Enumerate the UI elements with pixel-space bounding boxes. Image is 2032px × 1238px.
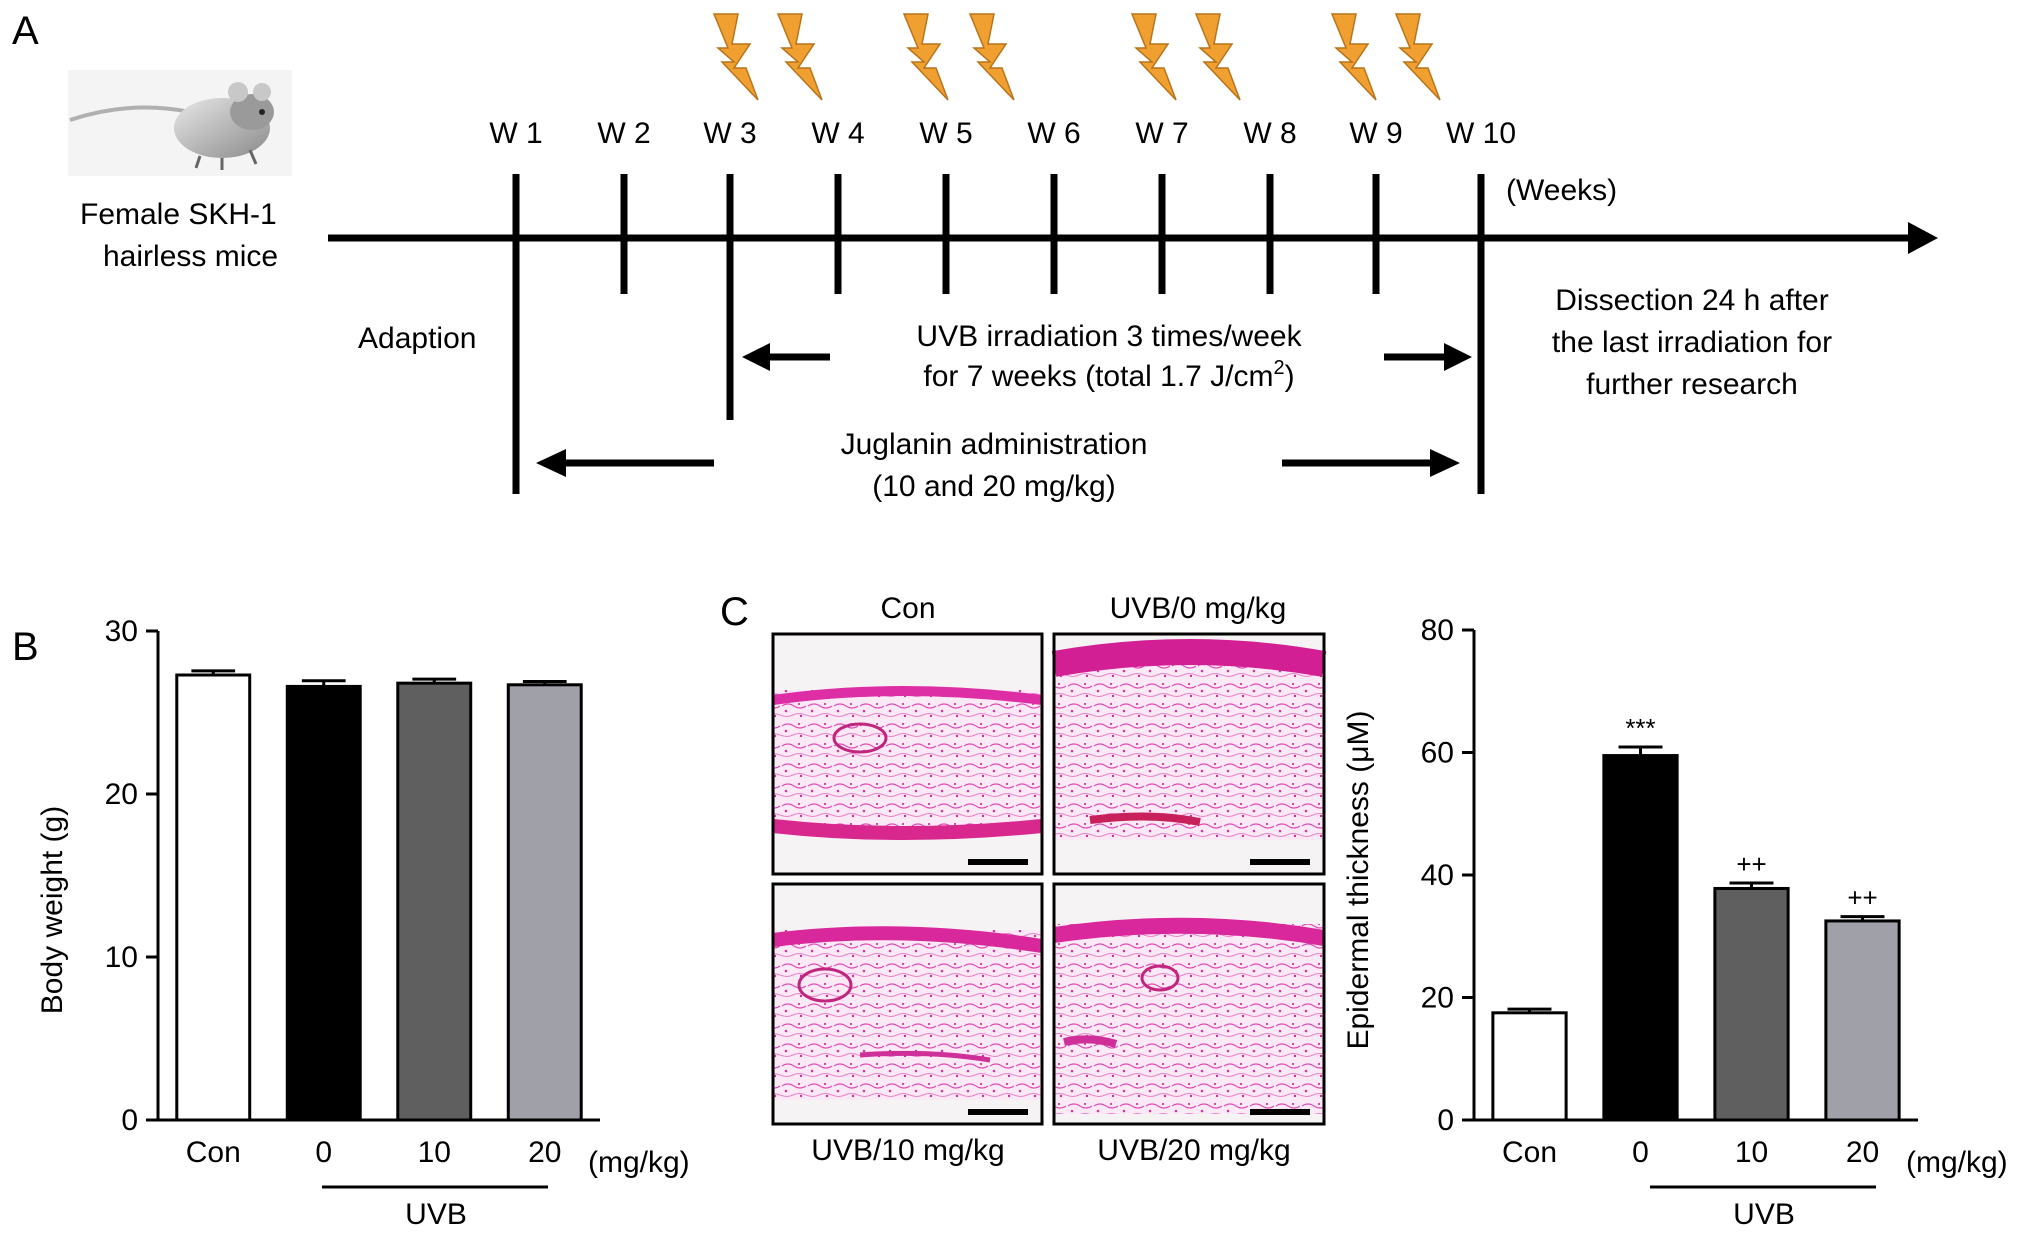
chart-c-significance-label: ++ <box>1736 849 1766 879</box>
chart-b-bar-10 <box>396 681 473 1122</box>
panel-b-label: B <box>12 625 39 669</box>
chart-c-group-label: UVB <box>1733 1198 1795 1231</box>
lightning-bolt-shape <box>1394 13 1441 101</box>
uvb-text-line-2: for 7 weeks (total 1.7 J/cm2) <box>923 357 1294 393</box>
lightning-bolt-icon <box>1330 13 1377 101</box>
juglanin-text-line-2: (10 and 20 mg/kg) <box>872 470 1115 503</box>
lightning-bolt-icon <box>1394 13 1441 101</box>
weeks-unit-label: (Weeks) <box>1506 174 1617 207</box>
chart-b-y-tick-label: 30 <box>105 615 138 648</box>
juglanin-text-line-1: Juglanin administration <box>841 428 1148 461</box>
week-label-5: W 5 <box>919 117 972 150</box>
panel-a: A Female SKH-1 hairless mice W 1 W 2 W 3 W … <box>12 9 1938 503</box>
lightning-bolt-shape <box>968 13 1015 101</box>
lightning-bolt-icon <box>776 13 823 101</box>
week-label-9: W 9 <box>1349 117 1402 150</box>
panel-b: B Body weight (g) 0 10 20 30 Con 0 10 20 (mg/kg… <box>12 615 690 1231</box>
micro-label-con: Con <box>880 592 935 625</box>
chart-b-bar-0 <box>285 684 362 1122</box>
uvb-arrowhead-right <box>1444 343 1472 371</box>
week-label-7: W 7 <box>1135 117 1188 150</box>
micro-label-uvb20: UVB/20 mg/kg <box>1097 1134 1290 1167</box>
chart-c-x-tick-label: Con <box>1502 1136 1557 1169</box>
dissection-line-2: the last irradiation for <box>1552 326 1832 359</box>
panel-c: C Con UVB/0 mg/kg UVB/10 mg/kg UVB/20 mg… <box>720 590 2008 1231</box>
week-label-10: W 10 <box>1446 117 1516 150</box>
lightning-bolt-shape <box>1330 13 1377 101</box>
lightning-bolt-shape <box>1130 13 1177 101</box>
lightning-bolt-shape <box>712 13 759 101</box>
chart-b-x-tick-label: Con <box>186 1136 241 1169</box>
micrograph-uvb20 <box>1052 882 1326 1126</box>
micro-label-uvb0: UVB/0 mg/kg <box>1110 592 1287 625</box>
chart-b-x-tick-label: 20 <box>528 1136 561 1169</box>
chart-c-y-tick-label: 80 <box>1421 614 1454 647</box>
week-label-2: W 2 <box>597 117 650 150</box>
micro-label-uvb10: UVB/10 mg/kg <box>811 1134 1004 1167</box>
chart-c-unit-label: (mg/kg) <box>1906 1146 2008 1179</box>
chart-b-y-tick-label: 10 <box>105 941 138 974</box>
chart-c-bar-20 <box>1824 919 1901 1122</box>
chart-b-y-tick-label: 20 <box>105 778 138 811</box>
mice-label-line-2: hairless mice <box>103 240 278 273</box>
lightning-bolt-icon <box>968 13 1015 101</box>
chart-c-bar-0 <box>1602 754 1679 1122</box>
panel-a-label: A <box>12 9 39 53</box>
lightning-bolt-shape <box>1194 13 1241 101</box>
panel-c-label: C <box>720 590 749 634</box>
chart-c-x-tick-label: 20 <box>1846 1136 1879 1169</box>
micrograph-uvb10 <box>771 882 1044 1126</box>
chart-c-significance-label: *** <box>1625 713 1655 743</box>
chart-b: 0 10 20 30 Con 0 10 20 <box>105 615 600 1169</box>
chart-c-y-tick-label: 0 <box>1437 1104 1454 1137</box>
chart-b-y-tick-label: 0 <box>121 1104 138 1137</box>
chart-b-bar-20 <box>506 683 583 1122</box>
chart-c: 0 20 40 60 80 Con 0 *** 10 ++ 20 ++ <box>1421 614 1918 1169</box>
chart-b-unit-label: (mg/kg) <box>588 1146 690 1179</box>
chart-c-significance-label: ++ <box>1847 883 1877 913</box>
mouse-photo <box>68 70 292 176</box>
mice-label-line-1: Female SKH-1 <box>80 198 277 231</box>
week-label-4: W 4 <box>811 117 864 150</box>
lightning-bolt-shape <box>776 13 823 101</box>
chart-c-y-tick-label: 60 <box>1421 737 1454 770</box>
lightning-bolt-icon <box>1130 13 1177 101</box>
chart-b-group-label: UVB <box>405 1198 467 1231</box>
chart-c-x-tick-label: 0 <box>1632 1136 1649 1169</box>
adaption-label: Adaption <box>358 322 476 355</box>
uvb-arrowhead-left <box>742 343 770 371</box>
chart-c-x-tick-label: 10 <box>1735 1136 1768 1169</box>
lightning-bolt-shape <box>902 13 949 101</box>
week-label-3: W 3 <box>703 117 756 150</box>
week-label-6: W 6 <box>1027 117 1080 150</box>
lightning-bolt-icon <box>1194 13 1241 101</box>
uvb-text-line-1: UVB irradiation 3 times/week <box>916 320 1302 353</box>
micrograph-con <box>771 632 1044 876</box>
week-label-8: W 8 <box>1243 117 1296 150</box>
dissection-line-1: Dissection 24 h after <box>1555 284 1828 317</box>
chart-c-ylabel: Epidermal thickness (μM) <box>1342 710 1375 1049</box>
chart-b-x-tick-label: 10 <box>418 1136 451 1169</box>
micrograph-uvb0 <box>1051 632 1327 876</box>
timeline-arrowhead <box>1908 222 1938 254</box>
lightning-bolt-icon <box>712 13 759 101</box>
chart-b-x-tick-label: 0 <box>315 1136 332 1169</box>
juglanin-arrowhead-right <box>1430 449 1460 477</box>
dissection-line-3: further research <box>1586 368 1798 401</box>
chart-c-bar-Con <box>1491 1011 1568 1122</box>
chart-c-y-tick-label: 40 <box>1421 859 1454 892</box>
chart-c-y-tick-label: 20 <box>1421 982 1454 1015</box>
chart-b-ylabel: Body weight (g) <box>36 806 69 1014</box>
lightning-bolt-icon <box>902 13 949 101</box>
chart-c-bar-10 <box>1713 886 1790 1122</box>
juglanin-arrowhead-left <box>536 449 566 477</box>
chart-b-bar-Con <box>175 673 252 1122</box>
week-label-1: W 1 <box>489 117 542 150</box>
